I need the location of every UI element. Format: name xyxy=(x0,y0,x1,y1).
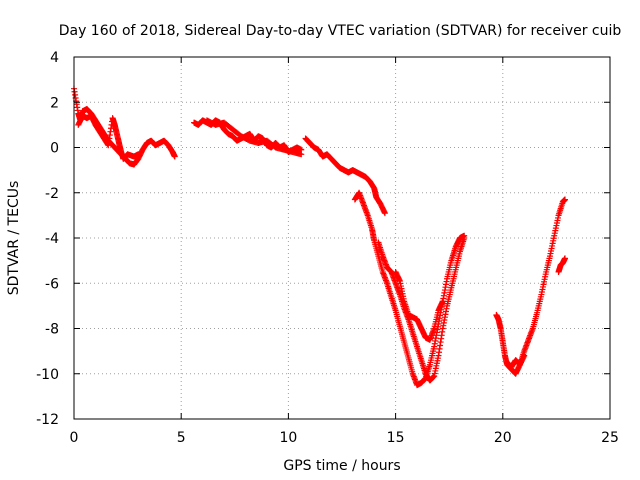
y-tick-label: 0 xyxy=(50,141,59,157)
y-axis-label: SDTVAR / TECUs xyxy=(6,181,22,296)
data-point xyxy=(298,151,305,158)
y-tick-label: -12 xyxy=(36,412,59,428)
x-tick-label: 15 xyxy=(387,430,405,446)
y-tick-label: -10 xyxy=(36,367,59,383)
data-point xyxy=(171,153,178,160)
axis-ticks xyxy=(73,56,611,420)
y-tick-label: -4 xyxy=(45,231,59,247)
data-point xyxy=(381,210,388,217)
series-arc-2 xyxy=(75,112,142,162)
series-arc-11 xyxy=(555,255,568,275)
chart-title: Day 160 of 2018, Sidereal Day-to-day VTE… xyxy=(59,23,622,39)
data-point xyxy=(461,235,468,241)
x-axis-label: GPS time / hours xyxy=(283,458,400,474)
series-arc-5 xyxy=(302,135,388,217)
series-arc-9 xyxy=(493,196,568,377)
series-arc-6 xyxy=(351,189,468,389)
y-tick-labels: 4 2 0 -2 -4 -6 -8 -10 -12 xyxy=(36,50,59,428)
y-tick-label: -6 xyxy=(45,276,59,292)
x-tick-label: 20 xyxy=(494,430,512,446)
x-tick-label: 5 xyxy=(177,430,186,446)
data-points xyxy=(71,85,568,389)
series-arc-8 xyxy=(392,268,446,343)
x-tick-label: 10 xyxy=(279,430,297,446)
y-tick-label: -8 xyxy=(45,322,59,338)
data-point xyxy=(521,352,528,359)
x-tick-labels: 0 5 10 15 20 25 xyxy=(70,430,619,446)
y-tick-label: 2 xyxy=(50,95,59,111)
series-arc-10 xyxy=(504,352,528,370)
y-tick-label: -2 xyxy=(45,186,59,202)
data-point xyxy=(439,298,446,305)
x-tick-label: 0 xyxy=(70,430,79,446)
data-point xyxy=(561,196,568,203)
data-point xyxy=(561,255,568,262)
data-point xyxy=(135,151,142,158)
y-tick-label: 4 xyxy=(50,50,59,66)
grid-lines xyxy=(74,57,610,419)
series-arc-4 xyxy=(203,117,305,158)
x-tick-label: 25 xyxy=(601,430,619,446)
